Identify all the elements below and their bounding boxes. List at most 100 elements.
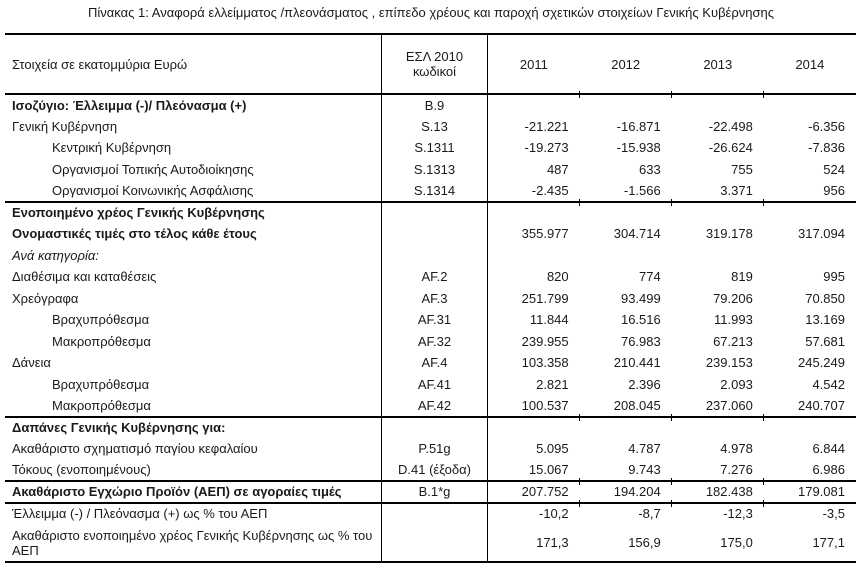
value-cell: -12,3 (670, 498, 764, 525)
value-cell (762, 412, 856, 439)
row-code: AF.41 (380, 373, 489, 395)
col-header-items: Στοιχεία σε εκατομμύρια Ευρώ (12, 56, 188, 72)
row-label: Δάνεια (12, 355, 51, 371)
value-cell: -8,7 (578, 498, 672, 525)
col-header-year-2011: 2011 (519, 56, 548, 72)
row-code: B.9 (380, 94, 489, 116)
table-row: Δαπάνες Γενικής Κυβέρνησης για: (5, 412, 856, 439)
row-code: AF.2 (380, 266, 489, 288)
value-cell: 67.213 (713, 333, 753, 349)
row-code (380, 502, 489, 524)
value-cell: 524 (823, 161, 845, 177)
value-cell: 93.499 (620, 290, 661, 306)
value-cell (488, 245, 580, 267)
value-cell: 171,3 (536, 535, 569, 550)
value-cell: 239.955 (521, 333, 569, 349)
value-cell: 995 (823, 269, 845, 285)
value-cell (578, 412, 672, 439)
value-cell: 79.206 (713, 290, 753, 306)
value-cell: 755 (731, 161, 753, 177)
value-cell: 487 (546, 161, 569, 177)
row-label: Διαθέσιμα και καταθέσεις (12, 269, 157, 285)
table-row: Δάνεια AF.4 103.358 210.441 239.153 245.… (5, 352, 856, 374)
header-row: Στοιχεία σε εκατομμύρια Ευρώ ΕΣΛ 2010 κω… (5, 34, 856, 94)
value-cell: 956 (823, 182, 845, 198)
row-code: AF.4 (380, 352, 489, 374)
row-label: Οργανισμοί Κοινωνικής Ασφάλισης (52, 182, 254, 198)
value-cell: 820 (546, 269, 569, 285)
table-row: Ισοζύγιο: Έλλειμμα (-)/ Πλεόνασμα (+) B.… (5, 90, 856, 116)
table-title: Πίνακας 1: Αναφορά ελλείμματος /πλεονάσμ… (88, 5, 774, 20)
value-cell: 2.821 (536, 376, 569, 392)
value-cell: -21.221 (524, 118, 569, 134)
value-cell (764, 245, 856, 267)
value-cell: 4.542 (812, 376, 845, 392)
row-code: B.1*g (380, 481, 489, 503)
value-cell: 175,0 (720, 535, 753, 550)
table-row: Οργανισμοί Τοπικής Αυτοδιοίκησης S.1313 … (5, 158, 856, 180)
table-row: Ακαθάριστο Εγχώριο Προϊόν (ΑΕΠ) σε αγορα… (5, 477, 856, 503)
value-cell: 4.787 (628, 441, 661, 457)
row-label: Μακροπρόθεσμα (52, 397, 151, 413)
value-cell: 208.045 (613, 397, 661, 413)
row-label: Ακαθάριστο σχηματισμό παγίου κεφαλαίου (12, 441, 258, 457)
col-header-year-2013: 2013 (703, 56, 733, 72)
value-cell: -7.836 (808, 140, 845, 156)
table-header: Στοιχεία σε εκατομμύρια Ευρώ ΕΣΛ 2010 κω… (5, 34, 856, 94)
value-cell: 7.276 (720, 462, 753, 478)
value-cell: -3,5 (762, 498, 856, 525)
value-cell (670, 90, 764, 116)
value-cell: 9.743 (628, 462, 661, 478)
value-cell: 11.844 (529, 312, 569, 328)
col-header-year-2014: 2014 (795, 56, 825, 72)
col-header-year-2012: 2012 (611, 56, 641, 72)
table-row: Τόκους (ενοποιημένους) D.41 (έξοδα) 15.0… (5, 459, 856, 481)
value-cell (670, 412, 764, 439)
value-cell: 355.977 (521, 226, 569, 242)
table-row: Ονομαστικές τιμές στο τέλος κάθε έτους 3… (5, 223, 856, 245)
row-label: Ανά κατηγορία: (12, 247, 99, 263)
table-row: Μακροπρόθεσμα AF.32 239.955 76.983 67.21… (5, 330, 856, 352)
value-cell: 245.249 (798, 355, 845, 371)
row-code: AF.42 (380, 395, 489, 417)
value-cell: 2.396 (628, 376, 661, 392)
row-label: Χρεόγραφα (12, 290, 79, 306)
row-label: Έλλειμμα (-) / Πλεόνασμα (+) ως % του ΑΕ… (12, 506, 268, 522)
row-code: S.1311 (380, 137, 489, 159)
row-code: P.51g (380, 438, 489, 460)
row-label: Ενοποιημένο χρέος Γενικής Κυβέρνησης (12, 205, 265, 221)
table-row: Ενοποιημένο χρέος Γενικής Κυβέρνησης (5, 197, 856, 224)
value-cell: 304.714 (613, 226, 661, 242)
row-code (380, 416, 489, 438)
row-label: Ακαθάριστο Εγχώριο Προϊόν (ΑΕΠ) σε αγορα… (12, 484, 342, 500)
row-label: Τόκους (ενοποιημένους) (12, 462, 151, 478)
table-row: Ακαθάριστο ενοποιημένο χρέος Γενικής Κυβ… (5, 524, 856, 562)
value-cell: 194.204 (578, 477, 672, 503)
value-cell: 239.153 (705, 355, 753, 371)
row-label: Ισοζύγιο: Έλλειμμα (-)/ Πλεόνασμα (+) (12, 97, 247, 113)
value-cell: 156,9 (628, 535, 661, 550)
value-cell (762, 90, 856, 116)
value-cell: 774 (639, 269, 661, 285)
row-code (380, 223, 489, 245)
table-row: Κεντρική Κυβέρνηση S.1311 -19.273 -15.93… (5, 137, 856, 159)
value-cell: 237.060 (705, 397, 753, 413)
table-row: Οργανισμοί Κοινωνικής Ασφάλισης S.1314 -… (5, 180, 856, 202)
value-cell (762, 197, 856, 224)
row-code: AF.3 (380, 287, 489, 309)
row-label: Δαπάνες Γενικής Κυβέρνησης για: (12, 420, 226, 436)
row-label: Ακαθάριστο ενοποιημένο χρέος Γενικής Κυβ… (12, 527, 373, 558)
value-cell: -15.938 (616, 140, 661, 156)
value-cell: -2.435 (531, 182, 569, 198)
value-cell (578, 90, 672, 116)
row-code: S.13 (380, 115, 489, 137)
value-cell: -19.273 (524, 140, 569, 156)
value-cell: -1.566 (623, 182, 661, 198)
row-code (380, 244, 489, 266)
row-label: Οργανισμοί Τοπικής Αυτοδιοίκησης (52, 161, 254, 177)
value-cell: -6.356 (808, 118, 845, 134)
value-cell: 2.093 (720, 376, 753, 392)
row-label: Γενική Κυβέρνηση (12, 118, 118, 134)
value-cell: -16.871 (616, 118, 661, 134)
table-row: Γενική Κυβέρνηση S.13 -21.221 -16.871 -2… (5, 115, 856, 137)
